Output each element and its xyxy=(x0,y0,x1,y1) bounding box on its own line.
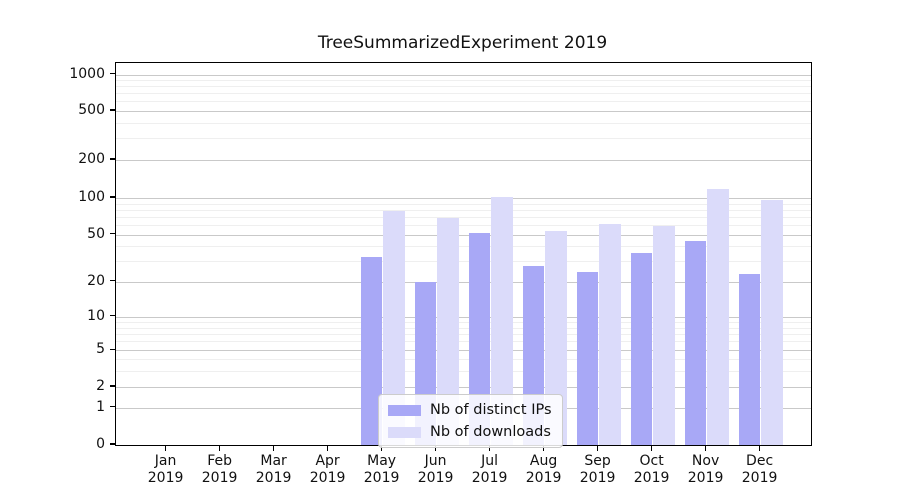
y-tick-label: 100 xyxy=(78,189,105,205)
minor-gridline xyxy=(116,370,811,372)
y-tick-mark xyxy=(110,385,115,387)
minor-gridline xyxy=(116,93,811,95)
bar-distinct-ips-dec xyxy=(738,274,761,445)
y-tick-label: 200 xyxy=(78,151,105,167)
y-tick-label: 50 xyxy=(87,225,105,242)
bar-downloads-aug xyxy=(545,231,567,445)
x-tick-label-sep: Sep 2019 xyxy=(579,453,616,486)
y-tick-mark xyxy=(110,72,115,75)
y-tick-label: 20 xyxy=(87,272,105,289)
x-tick-label-jan: Jan 2019 xyxy=(147,453,184,486)
x-tick-label-nov: Nov 2019 xyxy=(687,453,724,486)
minor-gridline xyxy=(116,245,811,247)
bar-downloads-sep xyxy=(599,224,621,445)
y-tick-mark xyxy=(110,314,115,317)
x-tick-mark xyxy=(218,445,221,451)
legend-entry-downloads: Nb of downloads xyxy=(388,424,552,440)
minor-gridline xyxy=(116,138,811,140)
x-tick-mark xyxy=(704,445,707,451)
plot-area: Nb of distinct IPs Nb of downloads xyxy=(115,62,812,448)
legend-label-downloads: Nb of downloads xyxy=(430,424,551,440)
legend-label-distinct-ips: Nb of distinct IPs xyxy=(430,402,552,418)
x-tick-mark xyxy=(758,445,761,451)
minor-gridline xyxy=(116,86,811,88)
major-gridline xyxy=(116,350,811,352)
legend-swatch-distinct-ips xyxy=(388,404,421,416)
y-tick-mark xyxy=(110,348,115,351)
x-tick-mark xyxy=(380,445,383,451)
x-tick-label-jul: Jul 2019 xyxy=(471,453,508,486)
minor-gridline xyxy=(116,333,811,335)
x-tick-mark xyxy=(434,445,437,451)
major-gridline xyxy=(116,111,811,112)
x-tick-mark xyxy=(272,445,275,451)
minor-gridline xyxy=(116,209,811,211)
minor-gridline xyxy=(116,122,811,124)
x-tick-mark xyxy=(596,445,599,451)
legend-swatch-downloads xyxy=(388,426,421,438)
minor-gridline xyxy=(116,224,811,226)
x-tick-mark xyxy=(164,445,167,451)
x-tick-mark xyxy=(542,445,545,451)
y-tick-label: 1000 xyxy=(69,65,105,82)
x-tick-label-apr: Apr 2019 xyxy=(309,453,346,486)
major-gridline xyxy=(116,387,811,388)
y-tick-mark xyxy=(110,232,115,235)
x-tick-label-dec: Dec 2019 xyxy=(741,453,778,486)
y-tick-label: 10 xyxy=(87,307,105,324)
bar-distinct-ips-sep xyxy=(576,272,599,445)
x-tick-label-oct: Oct 2019 xyxy=(633,453,670,486)
minor-gridline xyxy=(116,80,811,82)
minor-gridline xyxy=(116,203,811,205)
x-tick-mark xyxy=(488,445,491,451)
bar-distinct-ips-may xyxy=(360,257,383,445)
minor-gridline xyxy=(116,260,811,262)
y-tick-mark xyxy=(110,158,115,160)
x-tick-label-jun: Jun 2019 xyxy=(417,453,454,486)
y-tick-mark xyxy=(110,405,115,408)
y-tick-label: 1 xyxy=(96,398,105,415)
major-gridline xyxy=(116,316,811,318)
x-tick-label-may: May 2019 xyxy=(363,453,400,486)
y-tick-mark xyxy=(110,109,115,111)
legend: Nb of distinct IPs Nb of downloads xyxy=(378,394,563,448)
y-tick-label: 2 xyxy=(96,378,105,394)
y-tick-label: 500 xyxy=(78,102,105,118)
bar-distinct-ips-oct xyxy=(630,252,653,445)
x-tick-label-aug: Aug 2019 xyxy=(525,453,562,486)
minor-gridline xyxy=(116,321,811,323)
chart-title: TreeSummarizedExperiment 2019 xyxy=(317,33,608,53)
minor-gridline xyxy=(116,101,811,103)
minor-gridline xyxy=(116,327,811,329)
major-gridline xyxy=(116,74,811,76)
bar-downloads-dec xyxy=(761,199,783,445)
y-tick-mark xyxy=(110,279,115,282)
bar-downloads-jul xyxy=(491,197,513,445)
bar-downloads-oct xyxy=(653,225,675,445)
bar-downloads-jun xyxy=(437,218,459,445)
y-tick-label: 0 xyxy=(96,436,105,452)
x-tick-mark xyxy=(326,445,329,451)
bar-downloads-may xyxy=(383,211,405,445)
minor-gridline xyxy=(116,341,811,343)
bar-distinct-ips-nov xyxy=(684,241,707,445)
y-tick-mark xyxy=(110,443,115,445)
minor-gridline xyxy=(116,359,811,361)
minor-gridline xyxy=(116,216,811,218)
bar-downloads-nov xyxy=(707,188,729,445)
major-gridline xyxy=(116,198,811,199)
y-tick-label: 5 xyxy=(96,341,105,358)
bar-distinct-ips-jul xyxy=(468,233,491,445)
y-tick-mark xyxy=(110,196,115,198)
x-tick-label-feb: Feb 2019 xyxy=(201,453,238,486)
major-gridline xyxy=(116,281,811,283)
x-tick-label-mar: Mar 2019 xyxy=(255,453,292,486)
x-tick-mark xyxy=(650,445,653,451)
legend-entry-distinct-ips: Nb of distinct IPs xyxy=(388,402,552,418)
major-gridline xyxy=(116,160,811,161)
major-gridline xyxy=(116,234,811,236)
